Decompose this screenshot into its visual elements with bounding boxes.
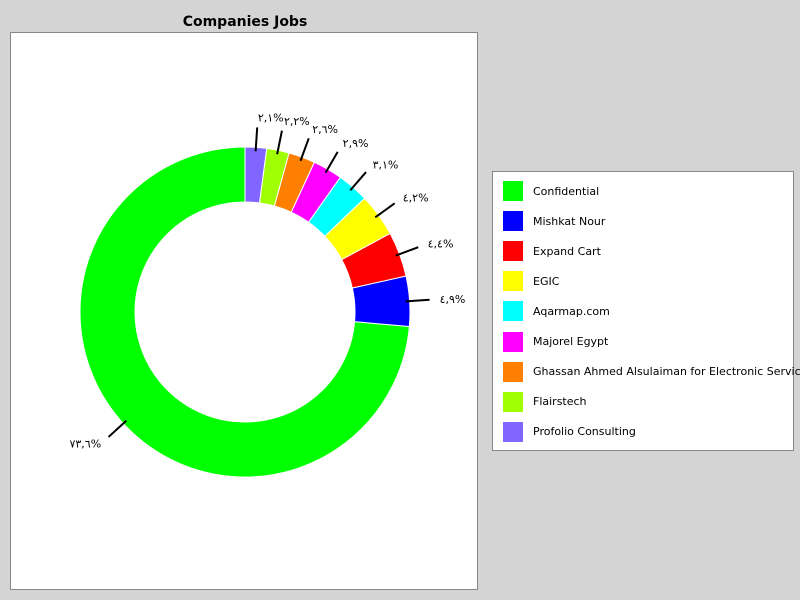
legend-swatch <box>503 421 523 442</box>
legend-item: Aqarmap.com <box>503 301 610 322</box>
leader-line <box>276 130 283 155</box>
leader-line <box>107 419 127 438</box>
legend-item: Flairstech <box>503 391 587 412</box>
legend-label: EGIC <box>533 274 560 288</box>
legend-item: Ghassan Ahmed Alsulaiman for Electronic … <box>503 361 800 382</box>
legend-swatch <box>503 271 523 292</box>
legend-swatch <box>503 391 523 412</box>
leader-line <box>405 298 430 303</box>
legend-label: Profolio Consulting <box>533 425 636 439</box>
leader-line <box>254 127 259 152</box>
legend-swatch <box>503 181 523 201</box>
legend-swatch <box>503 211 523 232</box>
chart-title: Companies Jobs <box>182 14 308 30</box>
legend-swatch <box>503 361 523 382</box>
legend-label: Confidential <box>533 184 600 198</box>
leader-line <box>374 202 396 219</box>
plot-area: ٧٣,٦% ٤,٩% ٤,٤% ٤,٢% ٣,١% ٢,٩% ٢,٦% ٢,٢% ٢,١% <box>10 32 478 590</box>
legend-item: Mishkat Nour <box>503 211 606 232</box>
legend-item: Profolio Consulting <box>503 421 636 442</box>
legend-item: Majorel Egypt <box>503 331 609 352</box>
leader-line <box>324 151 339 174</box>
legend-item: Confidential <box>503 181 599 201</box>
leader-line <box>395 246 419 257</box>
leader-line <box>349 171 367 191</box>
slice-confidential <box>79 146 410 478</box>
legend-item: Expand Cart <box>503 241 601 262</box>
legend-label: Ghassan Ahmed Alsulaiman for Electronic … <box>533 365 800 379</box>
percent-label: ٧٣,٦% <box>69 438 101 451</box>
legend-swatch <box>503 331 523 352</box>
legend-label: Expand Cart <box>533 244 601 258</box>
percent-label: ٤,٩% <box>440 293 466 306</box>
legend-label: Flairstech <box>533 395 587 409</box>
leader-line <box>299 137 310 162</box>
percent-label: ٤,٤% <box>428 238 454 251</box>
legend-label: Mishkat Nour <box>533 214 606 228</box>
slice-profolio-consulting <box>244 146 268 204</box>
percent-label: ٢,١% <box>258 111 284 124</box>
percent-label: ٢,٢% <box>284 115 310 128</box>
legend-swatch <box>503 301 523 322</box>
legend-swatch <box>503 241 523 262</box>
legend-label: Majorel Egypt <box>533 335 609 348</box>
percent-label: ٢,٦% <box>312 123 338 136</box>
legend-item: EGIC <box>503 271 560 292</box>
donut-chart: ٧٣,٦% ٤,٩% ٤,٤% ٤,٢% ٣,١% ٢,٩% ٢,٦%٢,٢%٢,١% <box>69 111 466 478</box>
percent-label: ٣,١% <box>373 159 399 172</box>
legend-label: Aqarmap.com <box>533 304 610 318</box>
percent-label: ٢,٩% <box>343 137 369 150</box>
percent-label: ٤,٢% <box>403 191 429 204</box>
legend: Confidential Mishkat Nour Expand Cart EGIC A… <box>492 171 800 451</box>
